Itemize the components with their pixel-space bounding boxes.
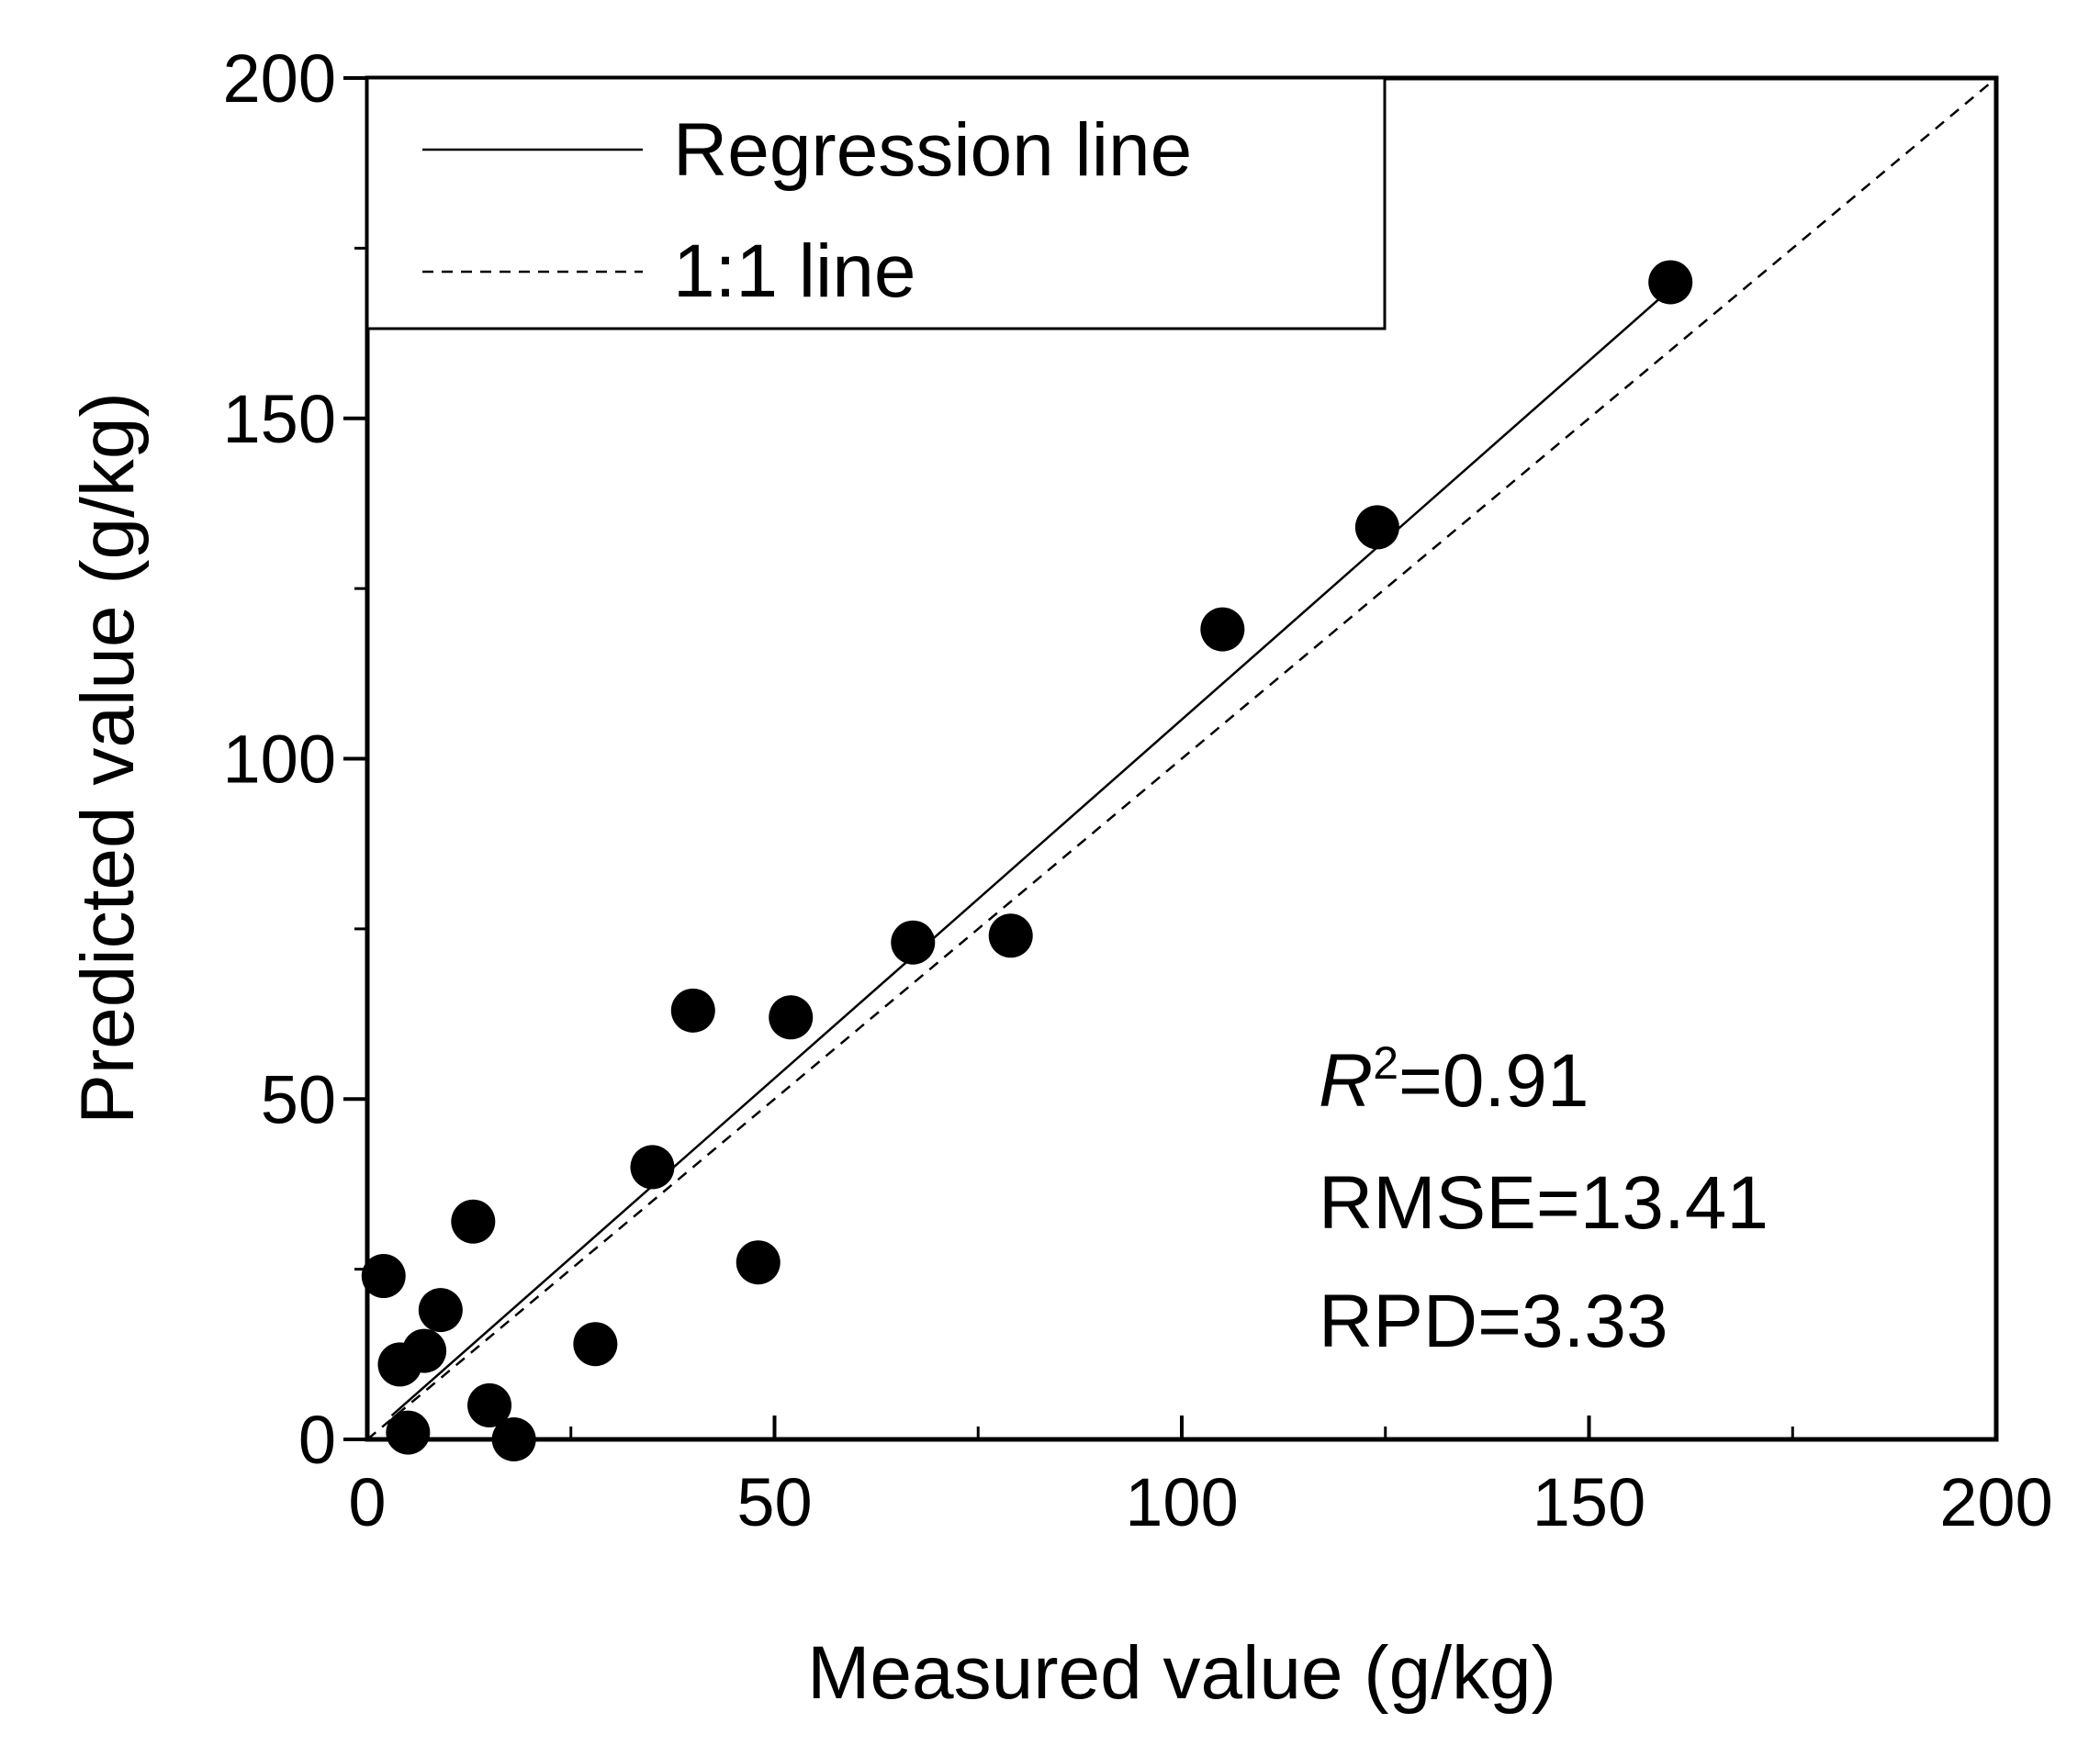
data-point <box>573 1322 618 1367</box>
data-point <box>670 988 715 1033</box>
data-point <box>891 920 936 965</box>
x-tick-label: 50 <box>736 1464 812 1540</box>
data-point <box>467 1382 512 1427</box>
y-tick-label: 0 <box>298 1402 336 1478</box>
r-exponent: 2 <box>1373 1037 1398 1089</box>
y-axis-ticks: 0 50 100 150 200 <box>223 40 367 1478</box>
data-point <box>386 1410 431 1455</box>
y-axis-title: Predicted value (g/kg) <box>66 392 150 1125</box>
x-tick-label: 150 <box>1533 1464 1645 1540</box>
rmse-label: RMSE=13.41 <box>1319 1161 1769 1245</box>
data-points <box>361 260 1693 1461</box>
data-point <box>402 1328 447 1373</box>
data-point <box>736 1240 780 1285</box>
data-point <box>1648 260 1693 305</box>
legend-regression-label: Regression line <box>673 108 1192 192</box>
x-tick-label: 200 <box>1939 1464 2052 1540</box>
data-point <box>630 1145 675 1190</box>
y-tick-label: 100 <box>223 722 336 798</box>
data-point <box>418 1288 463 1333</box>
x-tick-label: 0 <box>348 1464 386 1540</box>
y-tick-label: 50 <box>261 1061 336 1137</box>
identity-line <box>366 77 1997 1440</box>
data-point <box>769 995 814 1040</box>
x-tick-label: 100 <box>1125 1464 1238 1540</box>
data-point <box>1354 505 1399 550</box>
y-tick-label: 200 <box>223 40 336 117</box>
r-squared-label: R2=0.91 <box>1319 1037 1589 1123</box>
legend-identity-label: 1:1 line <box>673 229 915 313</box>
legend-box <box>365 76 1387 330</box>
r-symbol: R <box>1319 1039 1373 1123</box>
data-point <box>491 1417 536 1461</box>
rpd-label: RPD=3.33 <box>1319 1280 1668 1363</box>
data-point <box>451 1199 496 1244</box>
stats-annotation: R2=0.91 RMSE=13.41 RPD=3.33 <box>1319 1037 1769 1363</box>
y-tick-label: 150 <box>223 381 336 457</box>
regression-line <box>390 287 1672 1416</box>
x-axis-ticks: 0 50 100 150 200 <box>348 1416 2053 1540</box>
r-value: =0.91 <box>1398 1039 1589 1123</box>
data-point <box>1200 607 1245 652</box>
legend: Regression line 1:1 line <box>365 76 1387 330</box>
data-point <box>988 913 1033 958</box>
data-point <box>361 1254 406 1299</box>
x-axis-title: Measured value (g/kg) <box>807 1631 1556 1715</box>
